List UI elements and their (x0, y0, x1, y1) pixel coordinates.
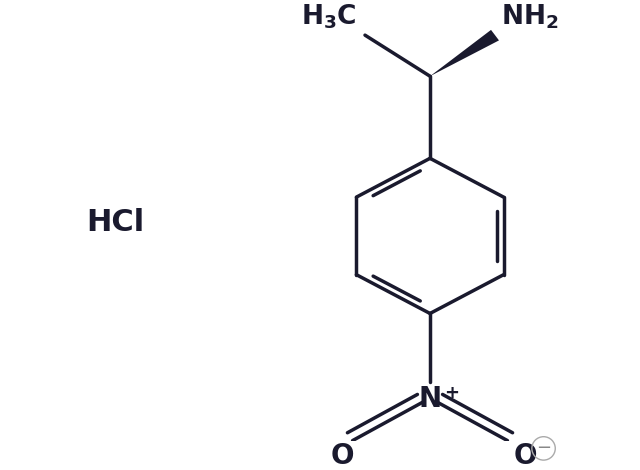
Text: O: O (514, 442, 538, 470)
Text: +: + (444, 384, 459, 402)
Text: O: O (330, 442, 354, 470)
Polygon shape (430, 30, 499, 76)
Text: $\mathregular{NH_2}$: $\mathregular{NH_2}$ (501, 3, 559, 31)
Text: −: − (536, 439, 551, 457)
Text: HCl: HCl (86, 208, 144, 237)
Text: $\mathregular{H_3C}$: $\mathregular{H_3C}$ (301, 3, 357, 31)
Text: N: N (419, 384, 442, 413)
